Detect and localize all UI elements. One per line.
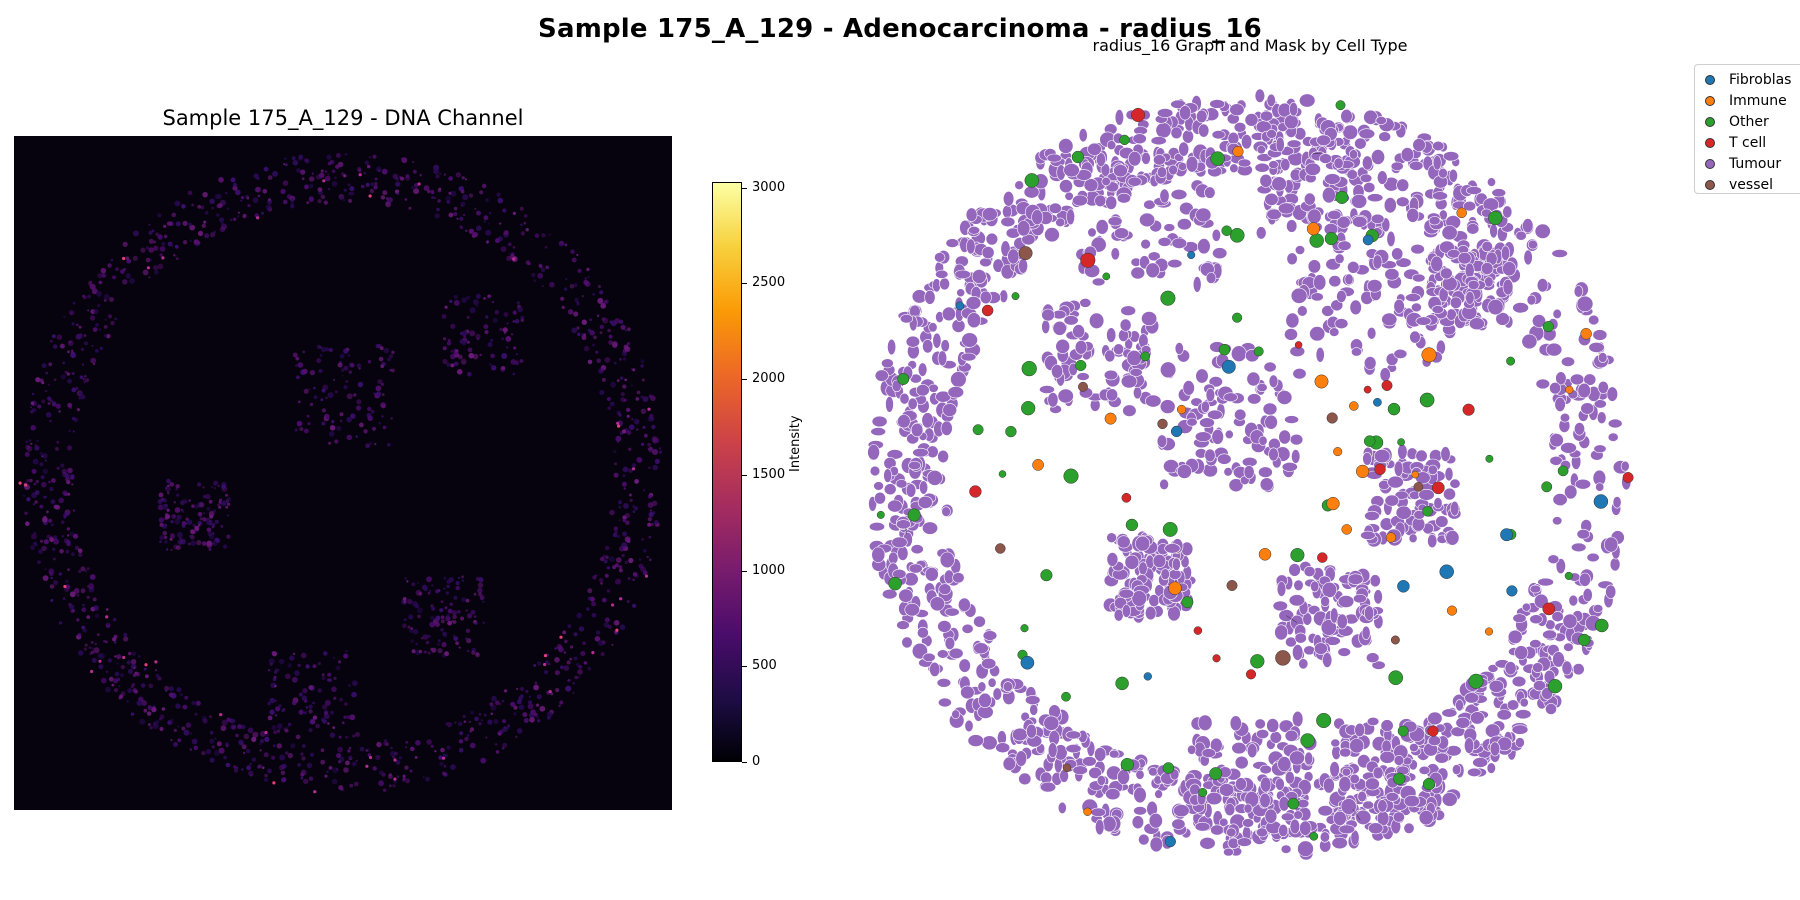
legend-item-tumour: Tumour — [1705, 153, 1800, 174]
legend-item-tcell: T cell — [1705, 132, 1800, 153]
legend-item-immune: Immune — [1705, 90, 1800, 111]
legend-label: vessel — [1729, 176, 1773, 193]
colorbar-tick — [742, 762, 747, 763]
colorbar-tick-label: 3000 — [752, 179, 786, 195]
cell-type-legend: Fibroblas Immune Other T cell Tumour ves… — [1694, 64, 1800, 194]
legend-swatch-tcell — [1705, 137, 1715, 148]
dna-channel-title: Sample 175_A_129 - DNA Channel — [162, 106, 524, 130]
colorbar-tick-label: 0 — [752, 754, 761, 769]
figure-title: Sample 175_A_129 - Adenocarcinoma - radi… — [538, 14, 1262, 44]
legend-label: Fibroblas — [1729, 71, 1792, 88]
colorbar-tick — [742, 474, 747, 476]
colorbar-tick-label: 500 — [752, 658, 777, 674]
dna-channel-svg — [18, 153, 663, 794]
intensity-colorbar: 0 500 1000 1500 2000 2500 3000 — [712, 180, 785, 769]
legend-label: Tumour — [1729, 155, 1782, 172]
colorbar-label: Intensity — [788, 415, 803, 472]
legend-label: Other — [1729, 113, 1769, 130]
legend-label: T cell — [1729, 134, 1767, 151]
colorbar-tick — [742, 283, 747, 285]
colorbar-tick-label: 2500 — [752, 275, 786, 291]
cell-mask-svg — [867, 88, 1634, 861]
legend-swatch-vessel — [1705, 179, 1715, 190]
legend-swatch-immune — [1705, 95, 1715, 106]
legend-item-fibroblast: Fibroblas — [1705, 69, 1800, 90]
cell-type-mask-plot — [850, 56, 1650, 886]
colorbar-tick-label: 1000 — [752, 562, 786, 578]
colorbar-tick — [742, 187, 747, 189]
colorbar-tick-label: 2000 — [752, 371, 786, 387]
dna-channel-image — [14, 136, 672, 810]
colorbar-tick — [742, 666, 747, 668]
colorbar-tick — [742, 570, 747, 572]
legend-swatch-tumour — [1705, 158, 1715, 169]
colorbar-gradient — [712, 182, 742, 762]
legend-label: Immune — [1729, 92, 1787, 109]
legend-item-vessel: vessel — [1705, 174, 1800, 193]
legend-item-other: Other — [1705, 111, 1800, 132]
legend-swatch-fibroblast — [1705, 74, 1715, 85]
mask-plot-title: radius_16 Graph and Mask by Cell Type — [1092, 36, 1408, 55]
colorbar-tick-label: 1500 — [752, 466, 786, 482]
legend-swatch-other — [1705, 116, 1715, 127]
colorbar-tick — [742, 379, 747, 381]
